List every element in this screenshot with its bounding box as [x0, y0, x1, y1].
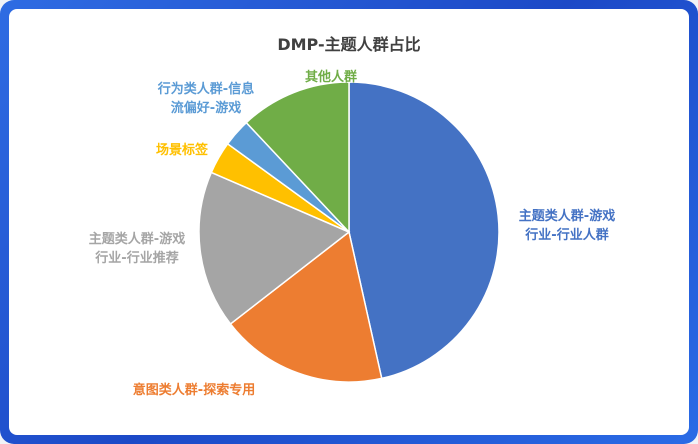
slice-label-4: 行为类人群-信息流偏好-游戏 — [157, 81, 254, 116]
slice-label-2: 主题类人群-游戏行业-行业推荐 — [89, 231, 185, 266]
pie-slice-1 — [229, 230, 383, 383]
chart-card: DMP-主题人群占比 主题类人群-游戏行业-行业人群 意图类人群-探索专用 主题类人… — [9, 9, 689, 435]
slice-label-3: 场景标签 — [156, 142, 209, 158]
slice-label-0: 主题类人群-游戏行业-行业人群 — [519, 208, 615, 243]
pie-slice-0 — [348, 81, 500, 380]
chart-title: DMP-主题人群占比 — [277, 35, 421, 54]
slice-label-1: 意图类人群-探索专用 — [133, 382, 255, 398]
pie-slice-5 — [245, 81, 350, 234]
slice-label-5: 其他人群 — [305, 69, 357, 85]
pie-slice-2 — [198, 171, 351, 325]
